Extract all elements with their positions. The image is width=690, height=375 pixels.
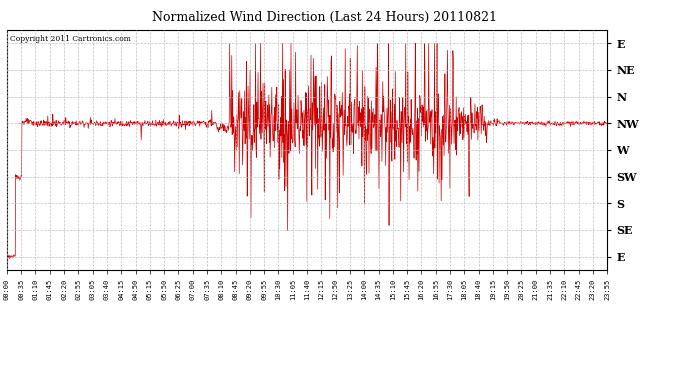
Text: Normalized Wind Direction (Last 24 Hours) 20110821: Normalized Wind Direction (Last 24 Hours… bbox=[152, 11, 497, 24]
Text: Copyright 2011 Cartronics.com: Copyright 2011 Cartronics.com bbox=[10, 35, 131, 43]
